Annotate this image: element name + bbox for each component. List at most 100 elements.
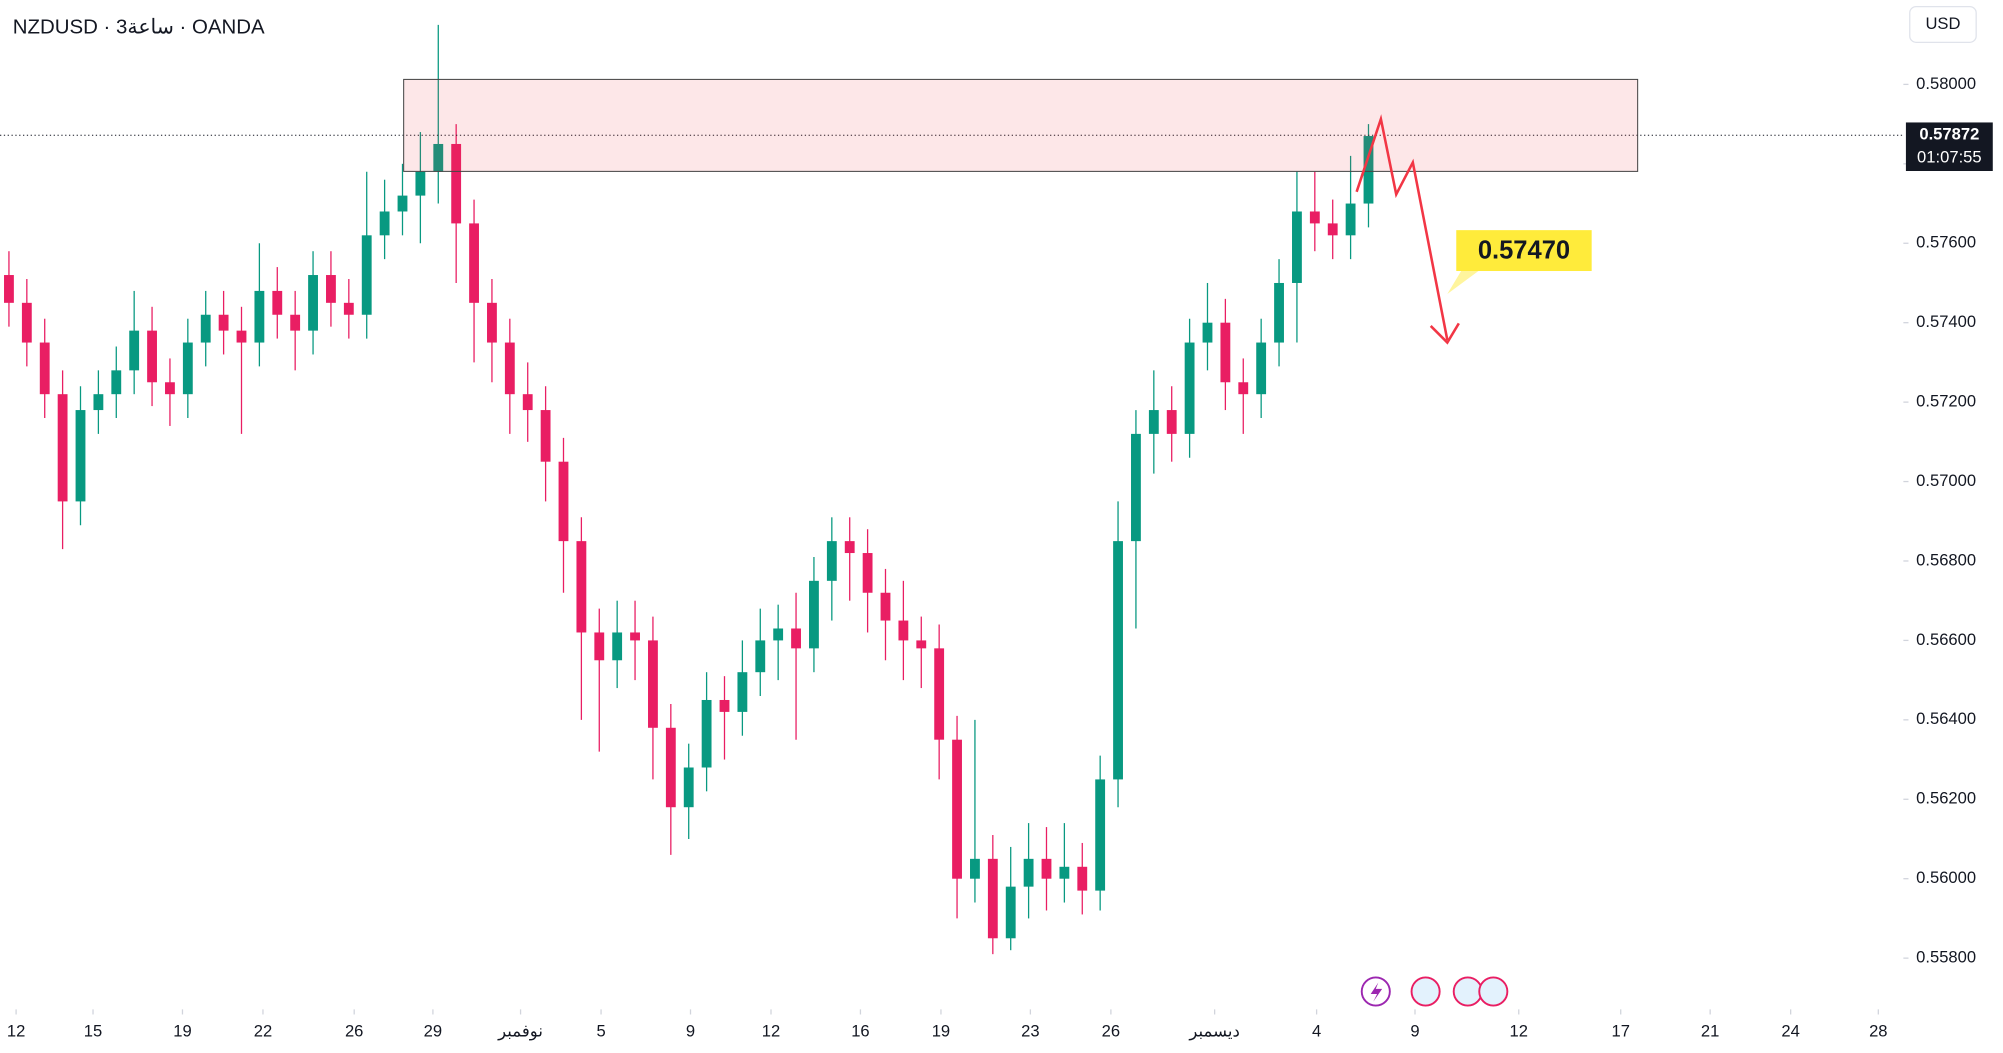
candle-body [236,330,247,343]
y-tick-label: 0.56000 [1916,868,1976,887]
candle-body [880,592,891,621]
candle-body [630,632,640,641]
candle-body [719,699,730,712]
candle-body [487,302,497,343]
target-label: 0.57470 [1478,237,1570,265]
projection-arrow [1355,114,1449,341]
x-tick-label: 12 [7,1022,25,1041]
x-tick-label: نوفمبر [497,1022,543,1042]
candle-body [415,171,426,196]
candle-body [826,541,837,581]
candle-body [1327,223,1338,236]
currency-label: USD [1925,14,1960,33]
candle-body [129,330,140,371]
arrow-head [1429,322,1460,345]
x-tick-label: 9 [686,1022,695,1041]
y-tick-label: 0.56400 [1916,709,1976,728]
candle-body [558,461,569,542]
candle-body [397,195,408,212]
candle-body [1202,322,1213,343]
x-tick-label: 5 [596,1022,605,1041]
candle-body [57,394,68,502]
candle-body [1345,203,1356,236]
candle-body [254,290,265,343]
candle-body [1184,342,1195,434]
candle-body [970,858,980,879]
callout-box [1456,230,1592,272]
candle-body [1238,382,1249,395]
candle-body [862,553,873,593]
resistance-zone [403,78,1639,172]
candle-body [1131,433,1141,542]
candle-body [182,342,193,395]
candle-body [934,648,945,740]
candle-body [737,672,748,712]
candle-body [165,382,175,395]
candle-body [1220,322,1231,383]
candle-body [469,223,479,303]
countdown-label: 01:07:55 [1917,148,1982,167]
x-tick-label: 29 [424,1022,442,1041]
y-tick-label: 0.56200 [1916,789,1976,808]
candle-body [898,620,909,641]
x-tick-label: ديسمبر [1188,1022,1240,1042]
x-tick-label: 26 [345,1022,363,1041]
x-tick-label: 16 [851,1022,869,1041]
candle-body [326,275,336,303]
candle-body [361,235,372,315]
candle-body [93,394,104,411]
candle-body [272,290,283,315]
candle-body [773,628,784,641]
candle-body [1005,886,1016,939]
event-icon-bolt [1370,982,1383,1002]
candle-body [343,302,354,315]
candle-body [111,370,122,395]
x-tick-label: 24 [1781,1022,1799,1041]
y-tick-label: 0.56800 [1916,550,1976,569]
x-tick-label: 4 [1312,1022,1321,1041]
last-price-box [1905,122,1993,172]
candle-body [1256,342,1267,395]
candle-body [200,314,211,343]
event-flag[interactable] [1410,976,1441,1007]
candle-body [308,275,318,331]
candle-body [648,640,658,728]
x-tick-label: 21 [1701,1022,1719,1041]
x-tick-label: 17 [1611,1022,1629,1041]
candle-body [379,211,390,236]
x-tick-label: 19 [932,1022,950,1041]
x-tick-label: 9 [1410,1022,1419,1041]
candle-body [791,628,801,649]
x-tick-label: 15 [84,1022,102,1041]
event-flag[interactable] [1452,976,1483,1007]
candle-body [218,314,229,331]
candle-body [844,541,855,554]
candle-body [952,739,962,879]
plot-area [0,24,1904,955]
candle-body [1148,410,1159,434]
axes: 0.55800 0.56000 0.56200 0.56400 0.56600 0.568… [7,74,1993,1042]
candle-body [1095,779,1106,891]
candle-body [1023,858,1034,887]
chart-title: NZDUSD · 3ساعة · OANDA [13,17,265,39]
x-tick-label: 22 [254,1022,272,1041]
candle-body [504,342,515,395]
candle-body [987,858,998,939]
candle-body [683,767,694,808]
currency-button[interactable] [1909,5,1977,43]
last-price-label: 0.57872 [1919,125,1979,144]
y-tick-label: 0.55800 [1916,948,1976,967]
candle-body [21,302,32,343]
y-tick-label: 0.58000 [1916,74,1976,93]
y-tick-label: 0.57200 [1916,392,1976,411]
candle-body [4,275,14,303]
candle-body [147,330,157,383]
candle-body [809,580,819,649]
candle-body [1363,136,1374,204]
event-flag[interactable] [1478,976,1509,1007]
candle-body [451,143,462,224]
candle-body [1166,410,1177,434]
candle-body [39,342,50,395]
